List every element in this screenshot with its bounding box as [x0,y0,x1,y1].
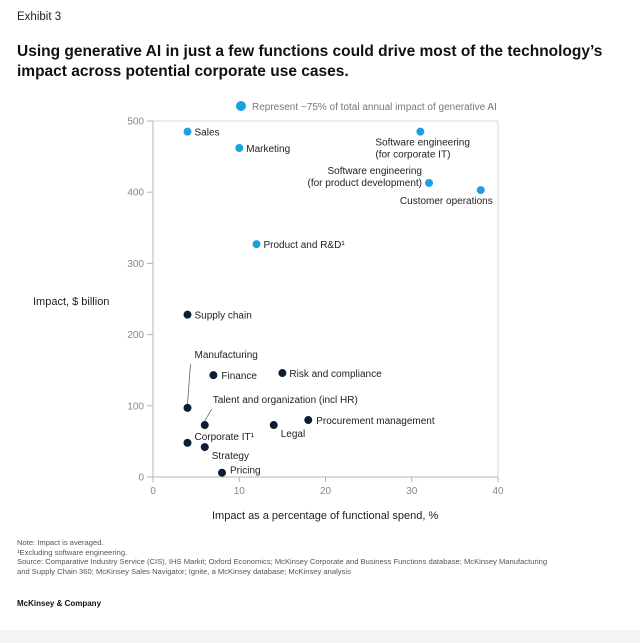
exhibit-label: Exhibit 3 [17,11,62,23]
y-tick-label: 300 [127,259,144,270]
footnotes: Note: Impact is averaged. ¹Excluding sof… [17,538,617,576]
label-legal: Legal [281,429,305,440]
data-points [183,127,485,477]
footer-band [0,630,640,643]
label-manufacturing: Manufacturing [195,350,258,361]
legend-label: Represent ~75% of total annual impact of… [252,102,497,113]
leader-lines [187,363,213,422]
x-tick-label: 20 [320,486,332,497]
label-sales: Sales [195,128,220,139]
y-tick-label: 400 [127,188,144,199]
source-line: and Supply Chain 360; McKinsey Sales Nav… [17,566,351,576]
y-tick-label: 200 [127,330,144,341]
point-pricing [218,468,226,477]
point-labels: Sales Marketing Software engineering (for c… [195,128,493,477]
y-tick-label: 0 [138,473,144,484]
label-software-engineering-for-corporate-it: Software engineering (for corporate IT) [375,138,470,161]
point-manufacturing [183,403,192,412]
label-supply-chain: Supply chain [195,311,252,322]
source-line: Source: Comparative Industry Service (CI… [17,557,548,567]
x-tick-label: 40 [492,486,504,497]
point-corporate-it [183,438,192,447]
label-customer-operations: Customer operations [400,196,493,207]
chart-title: Using generative AI in just a few functi… [17,43,603,80]
x-tick-label: 10 [234,486,246,497]
point-customer-operations [476,186,485,195]
label-corporate-it: Corporate IT¹ [195,432,255,443]
point-procurement-management [304,416,313,425]
point-talent-and-organization-incl-hr [200,421,209,430]
y-tick-label: 500 [127,117,144,128]
point-software-engineering-for-corporate-it [416,127,425,136]
label-procurement-management: Procurement management [316,416,435,427]
brand-logo: McKinsey & Company [17,599,102,608]
note-line: Note: Impact is averaged. [17,538,104,547]
y-axis-title: Impact, $ billion [33,296,110,308]
point-strategy [200,443,209,452]
x-tick-label: 30 [406,486,418,497]
point-marketing [235,144,244,153]
label-risk-and-compliance: Risk and compliance [289,369,382,380]
point-product-and-r-d [252,240,261,249]
point-supply-chain [183,310,192,319]
label-pricing: Pricing [230,466,261,477]
point-software-engineering-for-product-development [425,178,433,187]
footnote-line: ¹Excluding software engineering. [17,547,128,557]
point-legal [269,421,278,430]
label-finance: Finance [221,371,257,382]
leader-line-talent-and-organization-incl-hr [204,408,213,422]
label-strategy: Strategy [212,451,249,462]
leader-line-manufacturing [187,363,191,404]
point-risk-and-compliance [278,369,287,378]
y-tick-label: 100 [127,401,144,412]
point-sales [183,127,192,136]
label-marketing: Marketing [246,144,290,155]
x-axis-title: Impact as a percentage of functional spe… [212,510,439,522]
point-finance [209,371,218,380]
axes: 0 100 200 300 400 500 0 10 20 30 40 [127,117,504,498]
label-software-engineering-for-product-development: Software engineering (for product develop… [307,166,422,189]
label-product-and-r-d: Product and R&D¹ [264,240,346,251]
legend-marker-highlight [236,101,246,111]
label-talent-and-organization-incl-hr: Talent and organization (incl HR) [213,395,358,406]
legend: Represent ~75% of total annual impact of… [236,101,497,113]
x-tick-label: 0 [150,486,156,497]
